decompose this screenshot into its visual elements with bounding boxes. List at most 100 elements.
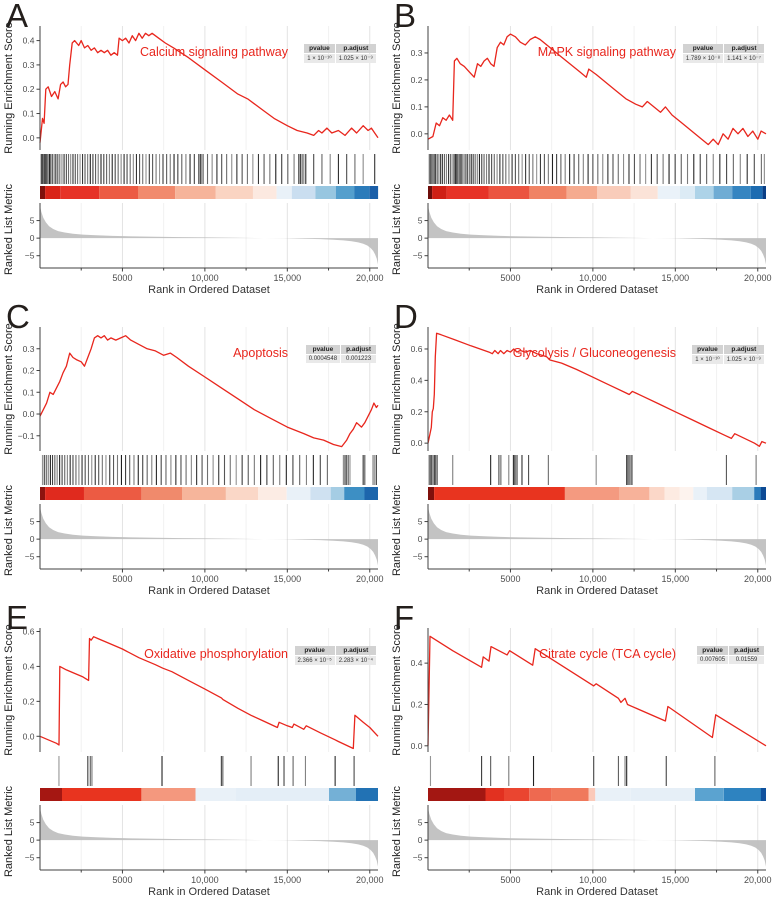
svg-text:15,000: 15,000 [662, 875, 690, 885]
svg-text:0: 0 [418, 233, 423, 243]
svg-text:Running Enrichment Score: Running Enrichment Score [3, 624, 15, 755]
svg-text:Running Enrichment Score: Running Enrichment Score [3, 22, 15, 153]
svg-text:20,000: 20,000 [356, 574, 384, 584]
padjust-value: 0.001223 [341, 355, 376, 363]
pvalue-header: pvalue [294, 646, 335, 655]
panel-e: E 0.0 0.2 0.4 0.6 5 0 −5 5000 10,000 15,000 20,000… [0, 602, 388, 903]
svg-text:20,000: 20,000 [744, 273, 772, 283]
pathway-title: MAPK signaling pathway [537, 45, 676, 59]
svg-text:0.1: 0.1 [23, 387, 35, 397]
svg-text:0.2: 0.2 [23, 84, 35, 94]
svg-text:0: 0 [30, 835, 35, 845]
padjust-header: p.adjust [729, 646, 764, 655]
svg-text:−5: −5 [25, 853, 35, 863]
svg-text:0.0: 0.0 [411, 438, 423, 448]
svg-text:0.3: 0.3 [411, 48, 423, 58]
svg-text:−5: −5 [413, 552, 423, 562]
svg-text:0.4: 0.4 [411, 658, 423, 668]
svg-text:15,000: 15,000 [274, 273, 302, 283]
pvalue-value: 1.789 × 10⁻⁸ [682, 54, 724, 63]
svg-text:5: 5 [418, 517, 423, 527]
gsea-plot: 0.0 0.2 0.4 0.6 5 0 −5 5000 10,000 15,000 20,000 Ra… [391, 323, 772, 597]
svg-text:0.4: 0.4 [23, 661, 35, 671]
svg-text:0.3: 0.3 [23, 344, 35, 354]
svg-text:10,000: 10,000 [191, 273, 219, 283]
svg-text:Ranked List Metric: Ranked List Metric [391, 183, 403, 275]
padjust-value: 0.01559 [729, 656, 764, 664]
panel-letter: E [6, 602, 29, 636]
pvalue-value: 1 × 10⁻¹⁰ [304, 54, 335, 63]
padjust-value: 1.025 × 10⁻⁹ [335, 54, 376, 63]
svg-text:10,000: 10,000 [191, 574, 219, 584]
pvalue-header: pvalue [697, 646, 729, 655]
svg-text:Rank in Ordered Dataset: Rank in Ordered Dataset [536, 886, 658, 898]
panel-letter: B [394, 0, 417, 34]
padjust-value: 2.283 × 10⁻⁴ [335, 656, 376, 665]
svg-text:0: 0 [418, 534, 423, 544]
svg-text:0.4: 0.4 [23, 36, 35, 46]
panel-c: C −0.1 0.0 0.1 0.2 0.3 5 0 −5 5000 10,000 15,000 20… [0, 301, 388, 602]
svg-text:0: 0 [418, 835, 423, 845]
padjust-header: p.adjust [724, 44, 764, 53]
padjust-header: p.adjust [723, 345, 764, 354]
panel-letter: D [394, 301, 418, 335]
svg-text:0.1: 0.1 [23, 109, 35, 119]
svg-text:Running Enrichment Score: Running Enrichment Score [391, 323, 403, 454]
svg-text:Rank in Ordered Dataset: Rank in Ordered Dataset [148, 284, 270, 296]
pvalue-value: 2.366 × 10⁻⁵ [294, 656, 335, 665]
svg-text:5: 5 [418, 216, 423, 226]
pathway-title: Apoptosis [233, 346, 288, 360]
svg-text:20,000: 20,000 [744, 574, 772, 584]
svg-text:Ranked List Metric: Ranked List Metric [3, 785, 15, 877]
pvalue-table: pvalue p.adjust 0.0004548 0.001223 [305, 344, 377, 364]
gsea-plot: 0.0 0.1 0.2 0.3 5 0 −5 5000 10,000 15,000 20,000 Ra… [391, 22, 772, 296]
svg-text:15,000: 15,000 [274, 574, 302, 584]
padjust-header: p.adjust [335, 646, 376, 655]
panel-a: A 0.0 0.1 0.2 0.3 0.4 5 0 −5 5000 10,000 15,000 20,… [0, 0, 388, 301]
pvalue-value: 0.0004548 [305, 355, 341, 363]
svg-text:−0.1: −0.1 [18, 431, 35, 441]
svg-text:5000: 5000 [500, 574, 520, 584]
pvalue-value: 0.007605 [697, 656, 729, 664]
svg-text:10,000: 10,000 [579, 875, 607, 885]
panel-letter: F [394, 602, 415, 636]
panel-f: F 0.0 0.2 0.4 5 0 −5 5000 10,000 15,000 20,000 Ran… [388, 602, 776, 903]
pathway-title: Citrate cycle (TCA cycle) [539, 647, 676, 661]
gsea-plot: 0.0 0.2 0.4 0.6 5 0 −5 5000 10,000 15,000 20,000 Ra… [3, 624, 384, 898]
pvalue-table: pvalue p.adjust 1 × 10⁻¹⁰ 1.025 × 10⁻⁹ [303, 43, 377, 64]
pathway-title: Calcium signaling pathway [140, 45, 288, 59]
svg-text:5: 5 [418, 818, 423, 828]
svg-text:20,000: 20,000 [744, 875, 772, 885]
svg-text:10,000: 10,000 [191, 875, 219, 885]
svg-text:15,000: 15,000 [662, 574, 690, 584]
svg-text:5000: 5000 [112, 273, 132, 283]
svg-text:5000: 5000 [112, 875, 132, 885]
pvalue-header: pvalue [692, 345, 723, 354]
pvalue-table: pvalue p.adjust 2.366 × 10⁻⁵ 2.283 × 10⁻… [294, 645, 377, 666]
svg-text:0.0: 0.0 [23, 133, 35, 143]
svg-text:5: 5 [30, 818, 35, 828]
pvalue-table: pvalue p.adjust 0.007605 0.01559 [696, 645, 765, 665]
svg-text:5: 5 [30, 517, 35, 527]
svg-text:Running Enrichment Score: Running Enrichment Score [3, 323, 15, 454]
svg-text:Rank in Ordered Dataset: Rank in Ordered Dataset [148, 585, 270, 597]
svg-text:Rank in Ordered Dataset: Rank in Ordered Dataset [148, 886, 270, 898]
svg-text:0.2: 0.2 [23, 696, 35, 706]
svg-text:Running Enrichment Score: Running Enrichment Score [391, 22, 403, 153]
svg-text:−5: −5 [25, 552, 35, 562]
svg-text:Running Enrichment Score: Running Enrichment Score [391, 624, 403, 755]
panel-letter: A [6, 0, 29, 34]
svg-text:0.0: 0.0 [23, 731, 35, 741]
svg-text:0: 0 [30, 534, 35, 544]
padjust-value: 1.141 × 10⁻⁷ [724, 54, 764, 63]
pathway-title: Glycolysis / Gluconeogenesis [512, 346, 676, 360]
svg-text:−5: −5 [413, 853, 423, 863]
gsea-plot: 0.0 0.1 0.2 0.3 0.4 5 0 −5 5000 10,000 15,000 20,00… [3, 22, 384, 296]
svg-text:0: 0 [30, 233, 35, 243]
pvalue-table: pvalue p.adjust 1 × 10⁻¹⁰ 1.025 × 10⁻⁹ [691, 344, 765, 365]
pvalue-header: pvalue [305, 345, 341, 354]
svg-text:0.2: 0.2 [23, 366, 35, 376]
svg-text:0.0: 0.0 [411, 129, 423, 139]
svg-text:0.0: 0.0 [411, 741, 423, 751]
